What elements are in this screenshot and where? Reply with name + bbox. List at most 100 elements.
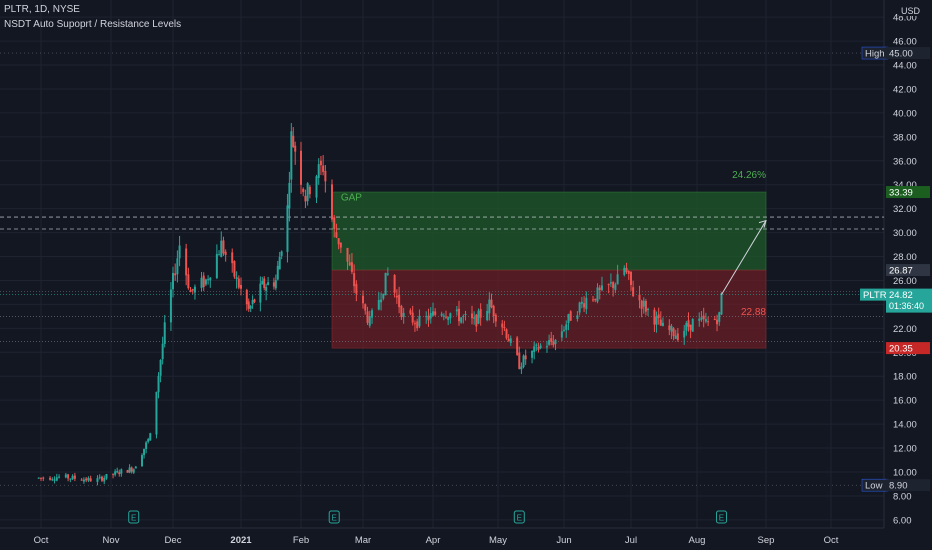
candle-body bbox=[42, 477, 45, 479]
candle-body bbox=[346, 248, 349, 262]
candle-body bbox=[280, 251, 283, 256]
candle-body bbox=[614, 284, 617, 290]
candle-body bbox=[720, 293, 723, 315]
candle-body bbox=[215, 253, 218, 278]
y-tick-label: 44.00 bbox=[893, 61, 917, 72]
candle-body bbox=[567, 314, 570, 324]
candle-body bbox=[331, 184, 333, 220]
candle-body bbox=[479, 309, 482, 318]
candle-body bbox=[112, 473, 115, 475]
candle-body bbox=[702, 315, 705, 320]
y-tick-label: 36.00 bbox=[893, 156, 917, 167]
x-tick-label: Dec bbox=[165, 535, 182, 546]
candle-body bbox=[220, 240, 223, 258]
candle-body bbox=[253, 299, 256, 302]
candle-body bbox=[653, 309, 656, 325]
candle-body bbox=[272, 282, 275, 287]
candle-body bbox=[687, 320, 690, 327]
candle-body bbox=[384, 272, 387, 296]
candle-body bbox=[132, 469, 135, 473]
candle-body bbox=[432, 311, 434, 316]
candle-body bbox=[377, 299, 380, 310]
candle-body bbox=[698, 318, 701, 321]
candle-body bbox=[713, 319, 716, 321]
candle-body bbox=[552, 341, 555, 346]
candle-body bbox=[576, 315, 579, 320]
candle-body bbox=[676, 333, 679, 341]
candle-body bbox=[98, 476, 101, 478]
last-price-value: 24.82 bbox=[889, 290, 913, 301]
candle-body bbox=[674, 335, 677, 339]
candle-body bbox=[518, 352, 521, 369]
candle-body bbox=[616, 274, 619, 285]
candle-body bbox=[442, 315, 445, 317]
candle-body bbox=[265, 286, 268, 291]
candle-body bbox=[707, 321, 710, 323]
candle-body bbox=[380, 299, 383, 303]
candle-body bbox=[207, 279, 210, 281]
candle-body bbox=[304, 195, 307, 202]
candle-body bbox=[661, 322, 664, 326]
x-tick-label: Aug bbox=[689, 535, 706, 546]
candle-body bbox=[537, 347, 540, 350]
candle-body bbox=[315, 176, 318, 198]
x-tick-label: Apr bbox=[426, 535, 441, 546]
candle-body bbox=[143, 448, 146, 456]
candle-body bbox=[103, 477, 106, 482]
candle-body bbox=[488, 299, 491, 314]
candle-body bbox=[578, 302, 581, 313]
symbol-title[interactable]: PLTR, 1D, NYSE bbox=[4, 4, 80, 15]
time-axis[interactable]: Oct Nov Dec 2021 Feb Mar Apr May Jun Jul Aug Sep Oct bbox=[34, 535, 839, 546]
candle-body bbox=[174, 273, 177, 276]
candle-body bbox=[505, 329, 508, 339]
candle-body bbox=[147, 439, 150, 442]
candle-body bbox=[475, 314, 478, 327]
candle-body bbox=[191, 289, 194, 291]
candle-body bbox=[400, 305, 403, 318]
candle-body bbox=[193, 286, 196, 293]
y-tick-label: 48.00 bbox=[893, 13, 917, 24]
candle-body bbox=[416, 321, 419, 329]
candlesticks bbox=[37, 123, 723, 486]
candle-body bbox=[477, 310, 480, 324]
position-zones bbox=[331, 191, 767, 349]
candle-body bbox=[249, 306, 252, 309]
candle-body bbox=[600, 285, 603, 291]
candle-body bbox=[58, 476, 61, 478]
candle-body bbox=[231, 252, 234, 264]
candle-body bbox=[308, 186, 311, 195]
projection-arrow-head bbox=[758, 219, 767, 228]
candle-body bbox=[322, 165, 325, 172]
candle-body bbox=[302, 188, 305, 193]
candle-body bbox=[642, 300, 645, 307]
y-tick-label: 26.00 bbox=[893, 276, 917, 287]
candle-body bbox=[85, 478, 88, 481]
candle-body bbox=[627, 271, 630, 274]
candle-body bbox=[240, 285, 242, 289]
candle-body bbox=[218, 254, 221, 256]
candle-body bbox=[204, 279, 207, 285]
candle-body bbox=[319, 160, 322, 166]
candle-body bbox=[368, 316, 371, 326]
candle-body bbox=[276, 265, 279, 280]
candle-body bbox=[700, 317, 703, 320]
indicator-title[interactable]: NSDT Auto Supoprt / Resistance Levels bbox=[4, 19, 182, 30]
earnings-icon-label: E bbox=[517, 514, 522, 523]
y-tick-label: 6.00 bbox=[893, 515, 912, 526]
x-tick-label: Mar bbox=[355, 535, 371, 546]
candle-body bbox=[382, 293, 385, 299]
candle-body bbox=[259, 283, 262, 303]
candle-body bbox=[548, 340, 551, 345]
entry-tag-value: 26.87 bbox=[889, 266, 913, 277]
candle-body bbox=[286, 205, 289, 252]
candle-body bbox=[251, 300, 254, 305]
candle-body bbox=[350, 262, 353, 272]
candle-body bbox=[670, 325, 673, 332]
candle-body bbox=[161, 343, 164, 360]
stop-tag-value: 20.35 bbox=[889, 344, 913, 355]
candle-body bbox=[274, 280, 277, 289]
candle-body bbox=[386, 273, 389, 275]
candle-body bbox=[685, 323, 688, 331]
candle-body bbox=[333, 217, 336, 230]
